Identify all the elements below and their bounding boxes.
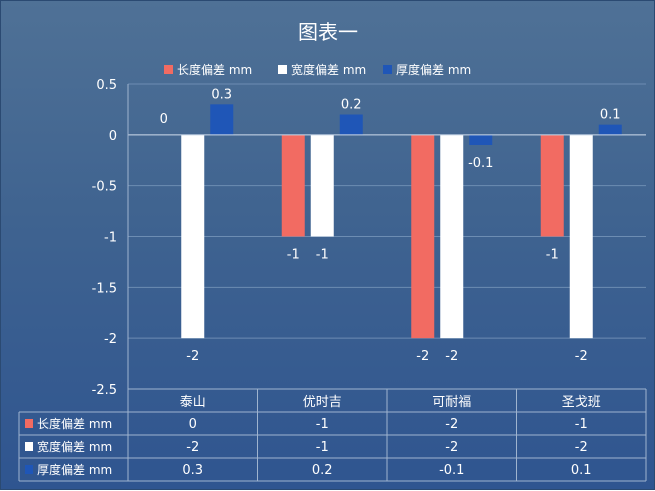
legend-swatch xyxy=(164,65,173,74)
legend: 长度偏差 mm 宽度偏差 mm 厚度偏差 mm xyxy=(164,62,471,77)
table-cell: -1 xyxy=(316,417,329,432)
table-cell: 0 xyxy=(189,417,197,432)
data-label: -1 xyxy=(287,248,300,263)
table-cell: 0.1 xyxy=(571,463,592,478)
bar xyxy=(339,114,363,135)
chart-title: 图表一 xyxy=(298,20,358,44)
y-tick-label: -0.5 xyxy=(92,180,117,195)
category-label: 优时吉 xyxy=(303,395,342,410)
table-cell: -2 xyxy=(186,440,199,455)
data-label: -0.1 xyxy=(468,156,493,171)
bar xyxy=(440,134,464,339)
y-tick-label: -2.5 xyxy=(92,383,117,398)
table-legend-swatch xyxy=(25,465,33,474)
bar xyxy=(469,134,493,145)
legend-label: 厚度偏差 mm xyxy=(396,62,471,77)
bar xyxy=(281,134,305,237)
table-cell: 0.3 xyxy=(182,463,203,478)
table-cell: 0.2 xyxy=(312,463,333,478)
table-cell: -1 xyxy=(575,417,588,432)
bar xyxy=(181,134,205,339)
data-label: -2 xyxy=(186,349,199,364)
table-cell: -2 xyxy=(445,417,458,432)
y-tick-label: -1 xyxy=(104,231,117,246)
table-cell: -1 xyxy=(316,440,329,455)
table-cell: -2 xyxy=(575,440,588,455)
table-cell: -2 xyxy=(445,440,458,455)
bar xyxy=(310,134,334,237)
legend-label: 长度偏差 mm xyxy=(177,62,252,77)
legend-swatch xyxy=(383,65,392,74)
data-label: 0.3 xyxy=(211,87,232,102)
y-tick-label: 0.5 xyxy=(96,78,117,93)
data-label: -2 xyxy=(575,349,588,364)
table-legend-swatch xyxy=(25,419,33,428)
table-cell: -0.1 xyxy=(439,463,464,478)
data-label: -1 xyxy=(316,248,329,263)
bar xyxy=(569,134,593,339)
table-row-label: 厚度偏差 mm xyxy=(37,462,112,477)
bar xyxy=(411,134,435,339)
legend-swatch xyxy=(278,65,287,74)
y-tick-label: 0 xyxy=(109,129,117,144)
table-row-label: 长度偏差 mm xyxy=(37,416,112,431)
data-label: -1 xyxy=(546,248,559,263)
category-label: 圣戈班 xyxy=(562,395,601,410)
bar xyxy=(210,104,234,135)
y-tick-label: -2 xyxy=(104,332,117,347)
bar xyxy=(598,124,622,135)
category-label: 泰山 xyxy=(180,395,206,410)
data-label: 0.2 xyxy=(341,98,362,113)
y-tick-label: -1.5 xyxy=(92,281,117,296)
data-label: -2 xyxy=(416,349,429,364)
bar xyxy=(540,134,564,237)
plot-area: 0.5 0 -0.5 -1 -1.5 -2 -2.5 0 -1 -2 -1 -2 -1 -2 -2 0.3 0.… xyxy=(92,78,646,398)
table-row-label: 宽度偏差 mm xyxy=(37,439,112,454)
data-label: -2 xyxy=(445,349,458,364)
data-label: 0 xyxy=(160,112,168,127)
data-label: 0.1 xyxy=(600,108,621,123)
category-label: 可耐福 xyxy=(432,395,471,410)
legend-label: 宽度偏差 mm xyxy=(291,62,366,77)
table-legend-swatch xyxy=(25,442,33,451)
